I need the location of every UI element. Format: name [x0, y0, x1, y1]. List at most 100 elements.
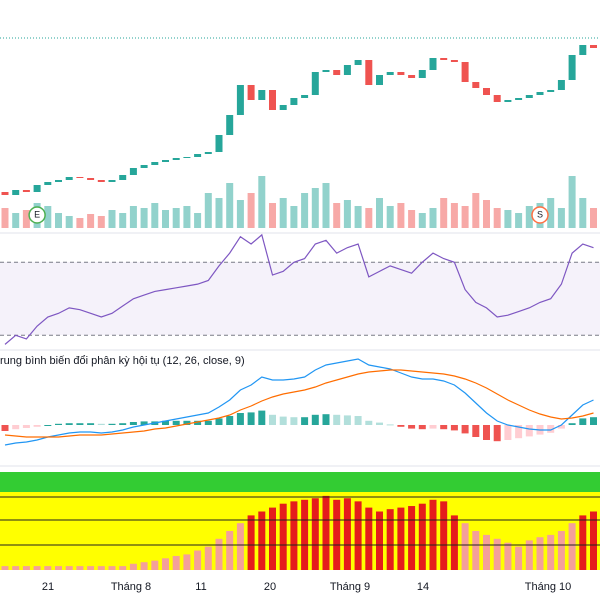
volume-bar: [354, 206, 362, 228]
candle: [472, 82, 480, 88]
macd-histogram-bar: [269, 414, 276, 425]
macd-line: [4, 358, 594, 446]
macd-histogram-bar: [215, 418, 223, 425]
volume-bar: [87, 214, 95, 228]
volume-bar: [108, 210, 116, 228]
bottom-bar: [247, 515, 255, 570]
signal-line: [4, 369, 594, 438]
volume-bar: [162, 210, 169, 228]
candle: [151, 162, 159, 165]
macd-histogram-bar: [322, 414, 330, 425]
candle: [429, 58, 437, 70]
volume-bar: [333, 203, 341, 228]
candle: [301, 95, 309, 98]
bottom-bar: [258, 511, 266, 570]
macd-histogram-bar: [418, 425, 426, 430]
volume-bar: [247, 193, 255, 228]
candle: [461, 62, 469, 82]
candle: [568, 55, 576, 80]
bottom-bar: [65, 566, 73, 570]
macd-histogram-bar: [504, 425, 512, 440]
macd-histogram-bar: [343, 415, 351, 425]
volume-bar: [76, 218, 84, 228]
macd-histogram-bar: [472, 425, 480, 437]
macd-histogram-bar: [450, 425, 458, 431]
bottom-bar: [140, 562, 148, 570]
volume-bar: [22, 210, 30, 228]
bottom-bar: [397, 507, 405, 570]
volume-bar: [547, 198, 555, 228]
candle: [525, 95, 533, 98]
candle: [119, 175, 127, 180]
candle: [33, 185, 41, 192]
event-marker: [531, 206, 549, 224]
candle: [365, 60, 373, 85]
candle: [418, 70, 426, 78]
volume-bar: [119, 213, 127, 228]
macd-histogram-bar: [397, 425, 405, 427]
bottom-bar: [429, 499, 437, 570]
candle: [386, 72, 394, 75]
volume-bar: [504, 210, 512, 228]
candle: [290, 98, 298, 105]
volume-bar: [461, 206, 469, 228]
candle: [440, 58, 448, 60]
rsi-band: [0, 262, 600, 335]
volume-bar: [290, 206, 298, 228]
x-axis-label: 20: [264, 581, 276, 593]
candle: [87, 178, 95, 180]
x-axis-label: Tháng 9: [330, 581, 370, 593]
volume-bar: [429, 208, 437, 228]
candle: [333, 70, 341, 75]
volume-bar: [579, 198, 587, 228]
bottom-bar: [365, 507, 373, 570]
bottom-bar: [493, 538, 501, 570]
macd-histogram-bar: [55, 423, 62, 425]
bottom-bar: [483, 534, 490, 570]
volume-bar: [408, 210, 416, 228]
macd-histogram-bar: [1, 425, 9, 431]
volume-bar: [204, 193, 212, 228]
bottom-bar: [172, 555, 180, 570]
bottom-bar: [129, 563, 137, 570]
candle: [226, 115, 234, 135]
x-axis-label: 21: [42, 581, 54, 593]
volume-bar: [557, 208, 565, 228]
bottom-bar: [461, 523, 469, 570]
bottom-bar: [536, 537, 544, 570]
bottom-bar: [557, 531, 565, 570]
bottom-bar: [97, 566, 105, 570]
bottom-bar: [450, 515, 458, 570]
bottom-bar: [151, 560, 159, 570]
candle: [343, 65, 351, 75]
volume-bar: [311, 188, 319, 228]
macd-histogram-bar: [97, 423, 105, 425]
macd-histogram-bar: [33, 425, 41, 427]
candle: [397, 72, 405, 75]
volume-bar: [386, 206, 394, 228]
candle: [547, 90, 555, 92]
macd-histogram-bar: [333, 414, 341, 425]
candle: [76, 177, 84, 178]
macd-histogram-bar: [311, 414, 319, 425]
macd-histogram-bar: [440, 425, 448, 430]
macd-histogram-bar: [236, 413, 244, 425]
volume-bar: [215, 198, 223, 228]
bottom-bar: [108, 566, 116, 570]
x-axis-label: 11: [195, 581, 206, 593]
rsi-line: [4, 233, 594, 345]
macd-histogram-bar: [44, 425, 52, 426]
macd-histogram-bar: [354, 416, 362, 425]
macd-histogram-bar: [590, 417, 597, 425]
bottom-bar: [87, 566, 95, 570]
macd-histogram-bar: [12, 425, 20, 430]
bottom-bar: [343, 498, 351, 570]
macd-histogram-bar: [22, 425, 30, 428]
macd-title: rung bình biến đổi phân kỳ hội tụ (12, 2…: [0, 355, 245, 367]
candle: [22, 190, 30, 192]
bottom-bar: [386, 509, 394, 570]
volume-bar: [151, 203, 159, 228]
bottom-bar: [301, 499, 309, 570]
candle: [236, 85, 244, 115]
volume-bar: [258, 176, 266, 228]
